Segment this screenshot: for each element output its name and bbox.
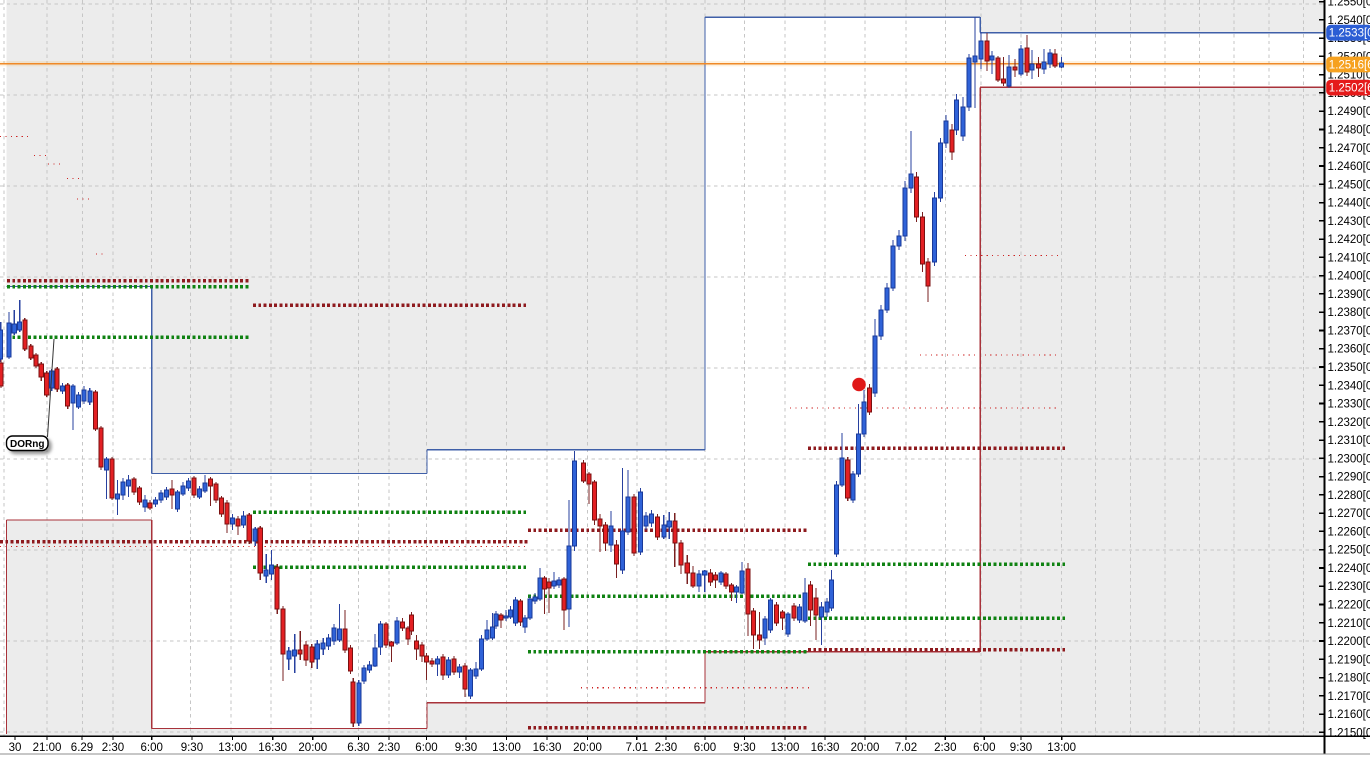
svg-text:1.2370[0]: 1.2370[0] (1328, 326, 1370, 338)
svg-text:9:30: 9:30 (1010, 742, 1032, 754)
svg-text:1.2440[0]: 1.2440[0] (1328, 198, 1370, 210)
svg-text:DORng: DORng (10, 439, 44, 450)
svg-text:1.2290[0]: 1.2290[0] (1328, 472, 1370, 484)
svg-text:13:00: 13:00 (771, 742, 800, 754)
svg-text:1.2450[0]: 1.2450[0] (1328, 179, 1370, 191)
svg-text:1.2180[0]: 1.2180[0] (1328, 673, 1370, 685)
svg-text:1.2516[6]: 1.2516[6] (1329, 60, 1370, 72)
svg-text:1.2410[0]: 1.2410[0] (1328, 252, 1370, 264)
svg-text:1.2490[0]: 1.2490[0] (1328, 106, 1370, 118)
svg-text:6.30: 6.30 (347, 742, 369, 754)
svg-text:2:30: 2:30 (934, 742, 956, 754)
svg-text:20:00: 20:00 (573, 742, 602, 754)
svg-text:9:30: 9:30 (733, 742, 755, 754)
svg-text:1.2340[0]: 1.2340[0] (1328, 380, 1370, 392)
svg-text:1.2400[0]: 1.2400[0] (1328, 271, 1370, 283)
svg-text:1.2300[0]: 1.2300[0] (1328, 453, 1370, 465)
svg-text:7.02: 7.02 (895, 742, 917, 754)
svg-text:1.2470[0]: 1.2470[0] (1328, 143, 1370, 155)
svg-text:1.2230[0]: 1.2230[0] (1328, 581, 1370, 593)
svg-text:16:30: 16:30 (533, 742, 562, 754)
svg-text:20:00: 20:00 (298, 742, 327, 754)
svg-text:1.2480[0]: 1.2480[0] (1328, 125, 1370, 137)
svg-text:1.2190[0]: 1.2190[0] (1328, 654, 1370, 666)
svg-text:20:00: 20:00 (851, 742, 880, 754)
svg-text:9:30: 9:30 (455, 742, 477, 754)
svg-text:1.2260[0]: 1.2260[0] (1328, 526, 1370, 538)
svg-text:1.2350[0]: 1.2350[0] (1328, 362, 1370, 374)
svg-text:6:00: 6:00 (973, 742, 995, 754)
svg-text:6:00: 6:00 (141, 742, 163, 754)
svg-text:9:30: 9:30 (181, 742, 203, 754)
svg-text:1.2330[0]: 1.2330[0] (1328, 399, 1370, 411)
svg-text:1.2310[0]: 1.2310[0] (1328, 435, 1370, 447)
svg-text:1.2270[0]: 1.2270[0] (1328, 508, 1370, 520)
svg-text:1.2200[0]: 1.2200[0] (1328, 636, 1370, 648)
svg-text:7.01: 7.01 (626, 742, 648, 754)
svg-text:1.2533[0]: 1.2533[0] (1329, 28, 1370, 40)
svg-text:1.2150[0]: 1.2150[0] (1328, 727, 1370, 739)
svg-text:16:30: 16:30 (258, 742, 287, 754)
svg-text:6:00: 6:00 (415, 742, 437, 754)
svg-text:6:00: 6:00 (694, 742, 716, 754)
svg-text:6.29: 6.29 (71, 742, 93, 754)
svg-text:1.2320[0]: 1.2320[0] (1328, 417, 1370, 429)
svg-text:1.2550[0]: 1.2550[0] (1328, 0, 1370, 9)
svg-text:13:00: 13:00 (218, 742, 247, 754)
svg-text:1.2502[6]: 1.2502[6] (1329, 83, 1370, 95)
svg-text:1.2430[0]: 1.2430[0] (1328, 216, 1370, 228)
svg-text:1.2160[0]: 1.2160[0] (1328, 709, 1370, 721)
svg-text:2:30: 2:30 (655, 742, 677, 754)
svg-text:1.2390[0]: 1.2390[0] (1328, 289, 1370, 301)
svg-text:1.2280[0]: 1.2280[0] (1328, 490, 1370, 502)
svg-text:21:00: 21:00 (33, 742, 62, 754)
svg-text:13:00: 13:00 (1047, 742, 1076, 754)
svg-text:1.2420[0]: 1.2420[0] (1328, 234, 1370, 246)
svg-text:1.2210[0]: 1.2210[0] (1328, 618, 1370, 630)
svg-text:16:30: 16:30 (811, 742, 840, 754)
svg-text:30: 30 (9, 742, 22, 754)
svg-text:1.2460[0]: 1.2460[0] (1328, 161, 1370, 173)
svg-text:1.2250[0]: 1.2250[0] (1328, 545, 1370, 557)
svg-text:1.2240[0]: 1.2240[0] (1328, 563, 1370, 575)
svg-text:2:30: 2:30 (102, 742, 124, 754)
svg-text:1.2380[0]: 1.2380[0] (1328, 307, 1370, 319)
svg-text:13:00: 13:00 (492, 742, 521, 754)
svg-text:1.2360[0]: 1.2360[0] (1328, 344, 1370, 356)
svg-text:1.2170[0]: 1.2170[0] (1328, 691, 1370, 703)
svg-text:2:30: 2:30 (378, 742, 400, 754)
svg-text:1.2220[0]: 1.2220[0] (1328, 600, 1370, 612)
